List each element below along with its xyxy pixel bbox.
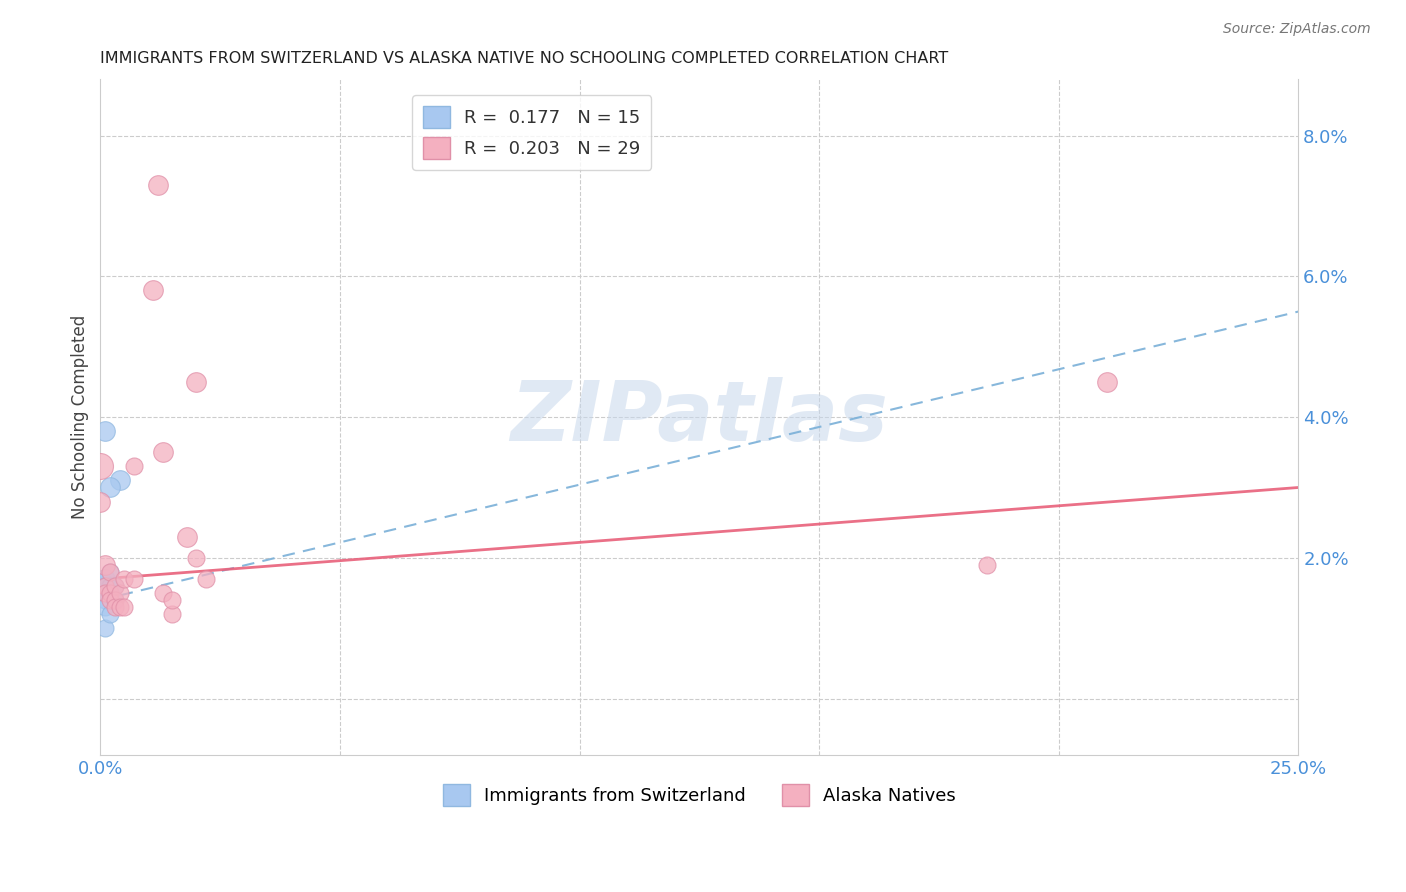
Text: IMMIGRANTS FROM SWITZERLAND VS ALASKA NATIVE NO SCHOOLING COMPLETED CORRELATION : IMMIGRANTS FROM SWITZERLAND VS ALASKA NA… <box>100 51 949 66</box>
Point <box>94 558 117 572</box>
Point <box>122 459 145 474</box>
Y-axis label: No Schooling Completed: No Schooling Completed <box>72 315 89 519</box>
Point <box>976 558 998 572</box>
Point <box>94 572 117 586</box>
Point <box>98 481 121 495</box>
Point <box>94 593 117 607</box>
Text: ZIPatlas: ZIPatlas <box>510 376 889 458</box>
Point <box>186 550 208 565</box>
Point <box>94 586 117 600</box>
Point <box>98 586 121 600</box>
Point <box>98 565 121 579</box>
Point <box>89 494 111 508</box>
Point <box>194 572 217 586</box>
Legend: Immigrants from Switzerland, Alaska Natives: Immigrants from Switzerland, Alaska Nati… <box>436 777 963 814</box>
Text: Source: ZipAtlas.com: Source: ZipAtlas.com <box>1223 22 1371 37</box>
Point <box>98 565 121 579</box>
Point <box>108 586 131 600</box>
Point <box>94 600 117 615</box>
Point <box>112 600 135 615</box>
Point <box>98 586 121 600</box>
Point <box>98 593 121 607</box>
Point <box>142 284 165 298</box>
Point <box>186 375 208 389</box>
Point <box>160 593 183 607</box>
Point <box>104 593 127 607</box>
Point <box>176 530 198 544</box>
Point <box>89 579 111 593</box>
Point <box>146 178 169 192</box>
Point <box>104 579 127 593</box>
Point <box>108 474 131 488</box>
Point <box>104 600 127 615</box>
Point <box>108 600 131 615</box>
Point <box>1095 375 1118 389</box>
Point <box>98 579 121 593</box>
Point <box>112 572 135 586</box>
Point <box>94 621 117 635</box>
Point <box>104 579 127 593</box>
Point <box>98 607 121 622</box>
Point <box>152 445 174 459</box>
Point <box>94 579 117 593</box>
Point <box>152 586 174 600</box>
Point <box>94 424 117 438</box>
Point <box>104 593 127 607</box>
Point <box>122 572 145 586</box>
Point <box>94 579 117 593</box>
Point <box>160 607 183 622</box>
Point <box>89 459 111 474</box>
